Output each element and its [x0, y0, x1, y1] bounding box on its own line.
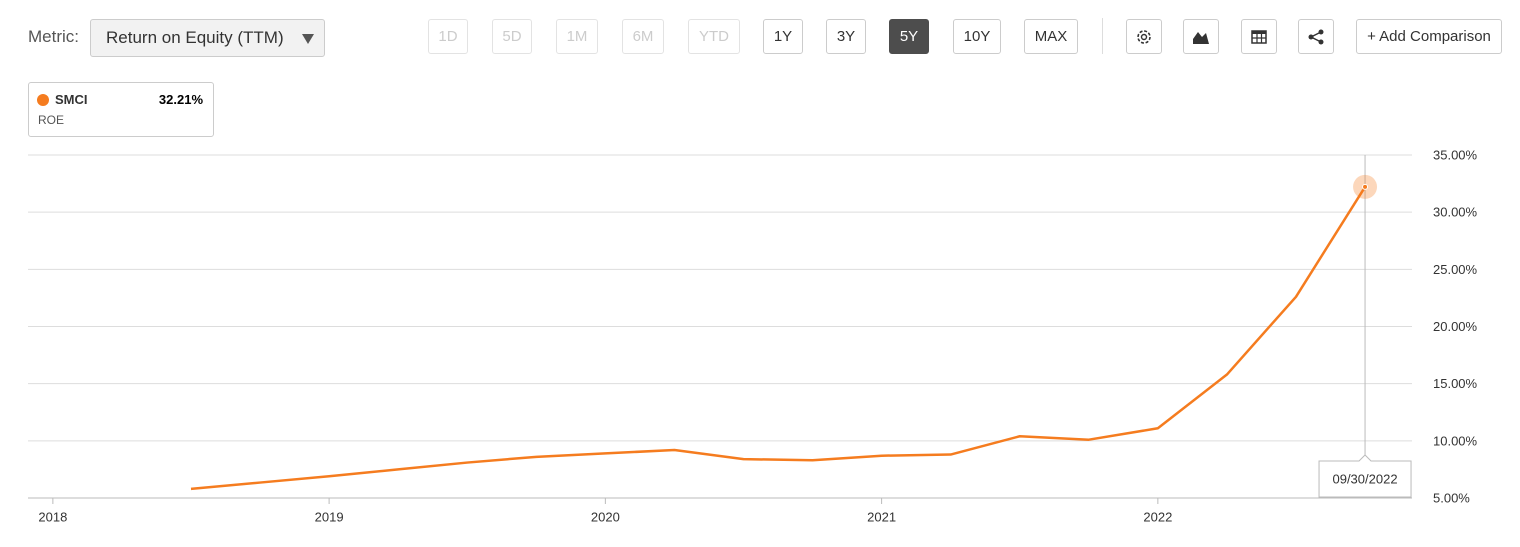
y-tick-label: 5.00% — [1433, 490, 1470, 505]
hover-point — [1362, 183, 1369, 190]
y-tick-label: 30.00% — [1433, 205, 1478, 220]
range-button[interactable]: 10Y — [953, 19, 1001, 54]
table-button[interactable] — [1241, 19, 1277, 54]
range-button: 1M — [556, 19, 598, 54]
range-button: 5D — [492, 19, 532, 54]
x-tick-label: 2018 — [38, 509, 67, 524]
range-button: 1D — [428, 19, 468, 54]
metric-value: Return on Equity (TTM) — [106, 28, 284, 47]
tooltip-date: 09/30/2022 — [1332, 471, 1397, 486]
x-tick-label: 2021 — [867, 509, 896, 524]
range-button[interactable]: 3Y — [826, 19, 866, 54]
range-button[interactable]: 1Y — [763, 19, 803, 54]
metric-dropdown[interactable]: Return on Equity (TTM) — [90, 19, 325, 57]
legend: SMCI 32.21% ROE — [28, 82, 214, 137]
tooltip-box — [1318, 454, 1412, 498]
y-tick-label: 20.00% — [1433, 319, 1478, 334]
legend-swatch — [37, 94, 49, 106]
y-tick-label: 10.00% — [1433, 433, 1478, 448]
y-tick-label: 25.00% — [1433, 262, 1478, 277]
dropdown-arrow — [302, 34, 314, 44]
metric-label: Metric: — [28, 27, 79, 46]
chart-type-button[interactable] — [1183, 19, 1219, 54]
legend-value: 32.21% — [158, 92, 203, 107]
x-tick-label: 2020 — [591, 509, 620, 524]
settings-icon — [1137, 29, 1151, 44]
legend-name: SMCI — [55, 92, 88, 107]
divider — [1102, 18, 1103, 54]
y-tick-label: 35.00% — [1433, 147, 1478, 162]
share-button[interactable] — [1298, 19, 1334, 54]
x-tick-label: 2022 — [1143, 509, 1172, 524]
add-comparison-button[interactable]: + Add Comparison — [1356, 19, 1502, 54]
table-icon — [1251, 29, 1267, 44]
range-button[interactable]: 5Y — [889, 19, 929, 54]
y-tick-label: 15.00% — [1433, 376, 1478, 391]
settings-button[interactable] — [1126, 19, 1162, 54]
range-button: 6M — [622, 19, 664, 54]
legend-metric: ROE — [38, 113, 65, 127]
range-button: YTD — [688, 19, 740, 54]
range-button[interactable]: MAX — [1024, 19, 1078, 54]
share-icon — [1308, 29, 1324, 44]
x-tick-label: 2019 — [315, 509, 344, 524]
line-series — [190, 186, 1367, 491]
chart-type-icon — [1193, 31, 1209, 44]
